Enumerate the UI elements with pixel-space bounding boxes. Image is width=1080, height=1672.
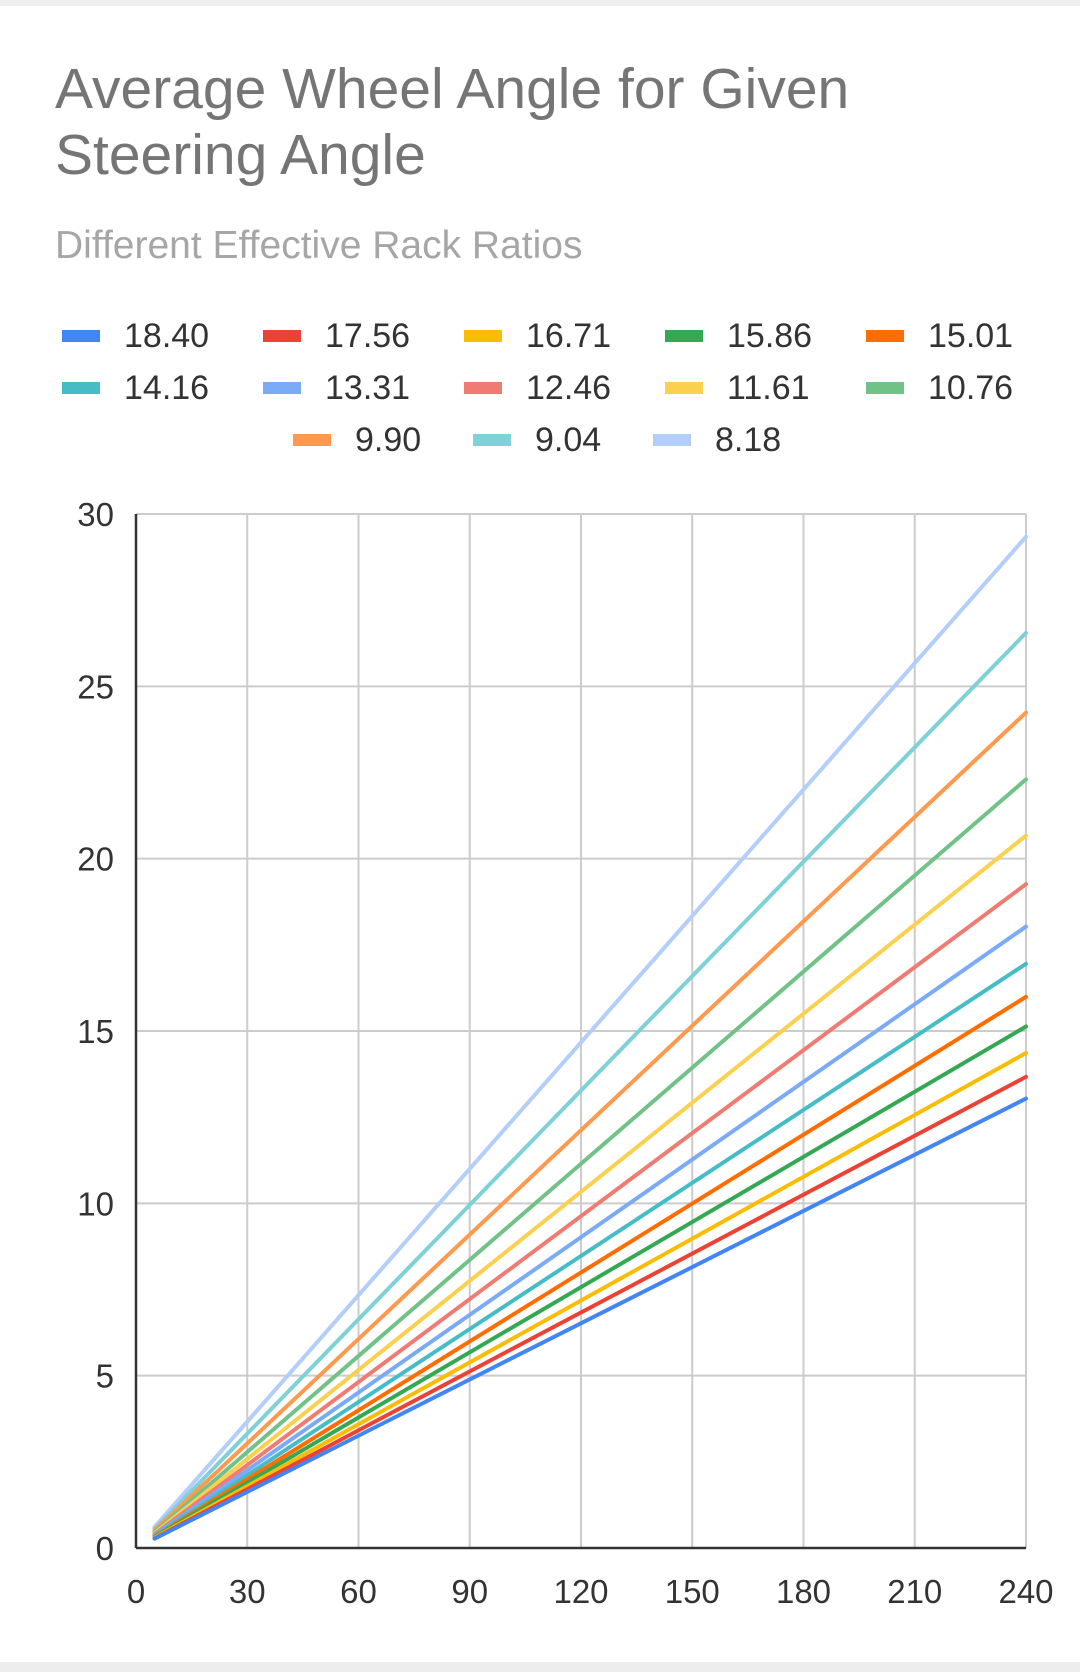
y-tick-label: 30: [77, 496, 114, 533]
legend-label: 10.76: [928, 368, 1014, 407]
series-line: [152, 534, 1028, 1529]
legend-item[interactable]: 12.46: [464, 362, 611, 414]
legend-item[interactable]: 14.16: [62, 362, 209, 414]
legend-swatch: [263, 330, 301, 342]
y-tick-label: 5: [96, 1358, 114, 1395]
legend-row: 18.40 17.56 16.71 15.86 15.01: [0, 310, 1080, 362]
x-tick-label: 120: [553, 1573, 608, 1610]
x-tick-label: 60: [340, 1573, 377, 1610]
legend-label: 12.46: [526, 368, 612, 407]
series-lines: [152, 534, 1028, 1541]
series-line: [152, 994, 1028, 1539]
grid-lines: [136, 513, 1027, 1548]
legend-swatch: [866, 382, 904, 394]
legend-label: 11.61: [727, 368, 810, 407]
series-line: [152, 630, 1028, 1532]
chart-plot: 0 30 60 90 120 150 180 210 240 0 5 10 15 20 25 30: [77, 496, 1053, 1610]
series-line: [152, 961, 1028, 1538]
legend-swatch: [263, 382, 301, 394]
x-tick-label: 30: [229, 1573, 266, 1610]
legend-item[interactable]: 17.56: [263, 310, 410, 362]
axes: [134, 514, 1026, 1550]
top-strip: [0, 0, 1080, 6]
x-tick-label: 0: [127, 1573, 145, 1610]
legend-label: 9.04: [535, 420, 602, 459]
legend-swatch: [473, 434, 511, 446]
legend-label: 15.01: [928, 316, 1014, 355]
legend-item[interactable]: 16.71: [464, 310, 611, 362]
legend-swatch: [62, 330, 100, 342]
series-line: [152, 1074, 1028, 1541]
legend-item[interactable]: 13.31: [263, 362, 410, 414]
legend-label: 16.71: [526, 316, 612, 355]
legend-item[interactable]: 9.04: [473, 414, 601, 466]
y-tick-label: 20: [77, 841, 114, 878]
x-tick-label: 180: [776, 1573, 831, 1610]
legend-label: 9.90: [355, 420, 422, 459]
series-line: [152, 1096, 1028, 1541]
y-tick-label: 15: [77, 1013, 114, 1050]
series-line: [152, 1024, 1028, 1539]
x-tick-label: 240: [998, 1573, 1053, 1610]
x-tick-label: 90: [451, 1573, 488, 1610]
legend-swatch: [464, 382, 502, 394]
legend-label: 13.31: [325, 368, 411, 407]
series-line: [152, 777, 1028, 1535]
legend-swatch: [293, 434, 331, 446]
legend-item[interactable]: 15.01: [866, 310, 1013, 362]
legend-swatch: [464, 330, 502, 342]
tick-labels: 0 30 60 90 120 150 180 210 240 0 5 10 15 20 25 30: [77, 496, 1053, 1610]
legend-swatch: [62, 382, 100, 394]
legend-row: 14.16 13.31 12.46 11.61 10.76: [0, 362, 1080, 414]
bottom-strip: [0, 1662, 1080, 1672]
legend-item[interactable]: 8.18: [653, 414, 781, 466]
y-tick-label: 0: [96, 1530, 114, 1567]
series-line: [152, 882, 1028, 1537]
legend-label: 14.16: [124, 368, 210, 407]
series-line: [152, 833, 1028, 1536]
legend-swatch: [653, 434, 691, 446]
legend-item[interactable]: 10.76: [866, 362, 1013, 414]
series-line: [152, 1051, 1028, 1540]
legend-row: 9.90 9.04 8.18: [0, 414, 1080, 466]
x-tick-label: 150: [665, 1573, 720, 1610]
chart-title: Average Wheel Angle for Given Steering A…: [55, 57, 850, 187]
legend-item[interactable]: 15.86: [665, 310, 812, 362]
legend-label: 8.18: [715, 420, 782, 459]
x-tick-label: 210: [887, 1573, 942, 1610]
y-tick-label: 25: [77, 668, 114, 705]
chart-subtitle: Different Effective Rack Ratios: [55, 224, 583, 267]
legend-swatch: [866, 330, 904, 342]
series-line: [152, 924, 1028, 1537]
legend-label: 17.56: [325, 316, 411, 355]
legend-item[interactable]: 9.90: [293, 414, 421, 466]
legend-item[interactable]: 18.40: [62, 310, 209, 362]
y-tick-label: 10: [77, 1185, 114, 1222]
legend-label: 15.86: [727, 316, 813, 355]
legend-item[interactable]: 11.61: [665, 362, 810, 414]
series-line: [152, 710, 1028, 1533]
legend-swatch: [665, 382, 703, 394]
legend-label: 18.40: [124, 316, 210, 355]
legend-swatch: [665, 330, 703, 342]
